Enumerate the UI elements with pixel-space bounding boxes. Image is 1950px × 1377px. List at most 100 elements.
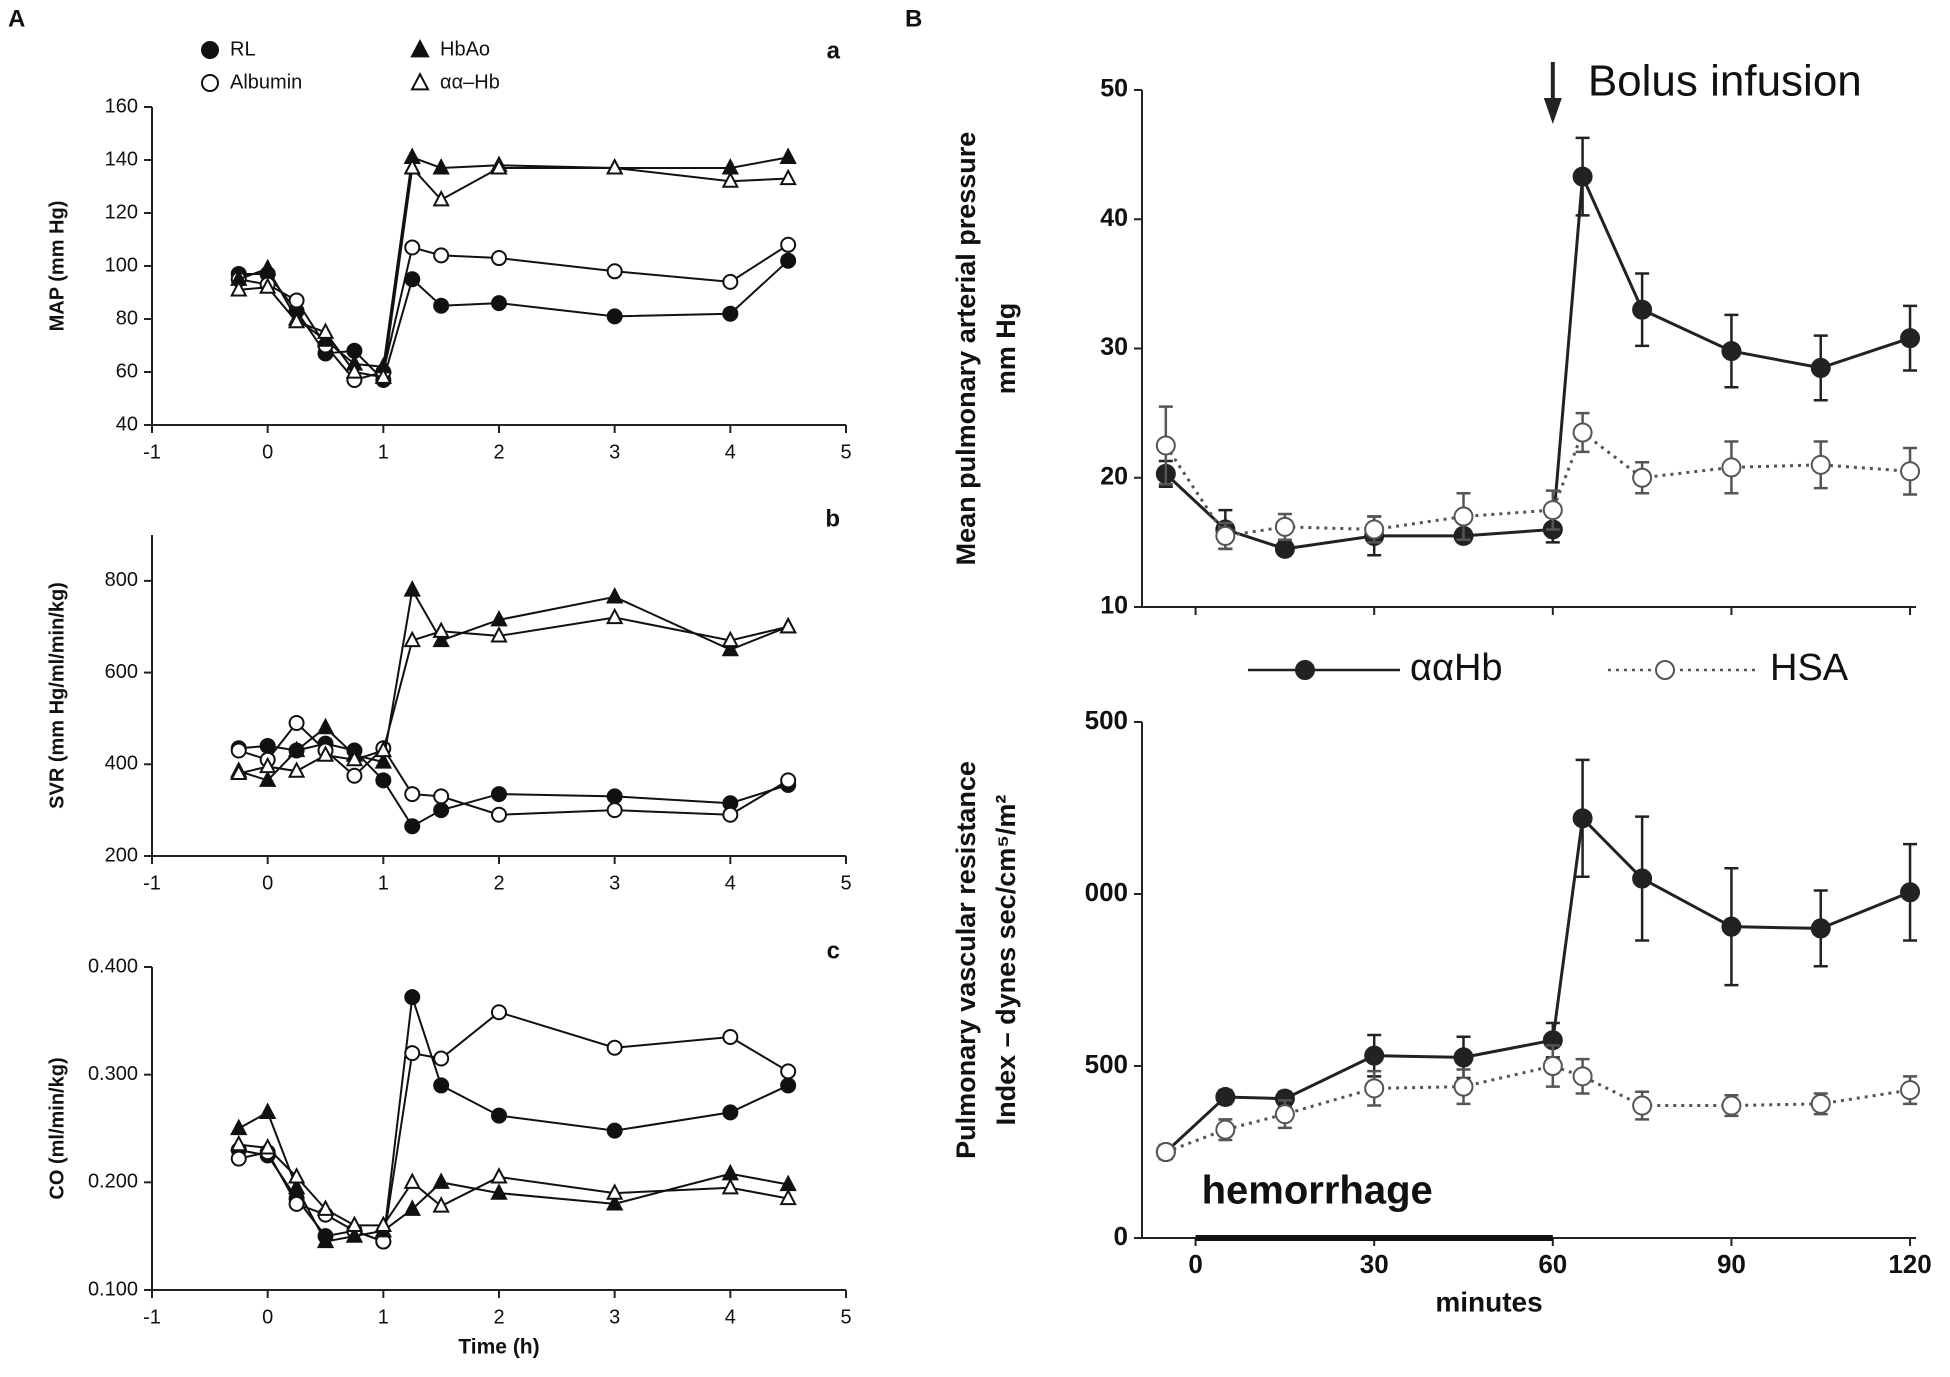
x-tick-label: 0 — [262, 872, 273, 894]
arrow-head — [1543, 98, 1562, 124]
marker — [722, 1104, 739, 1121]
marker — [433, 297, 450, 314]
marker — [259, 1138, 277, 1155]
y-tick-label: 30 — [1100, 333, 1128, 361]
x-tick-label: 1 — [378, 441, 389, 463]
marker — [1900, 328, 1921, 349]
marker — [230, 1150, 247, 1167]
y-tick-label: 80 — [116, 307, 138, 329]
y-axis-label: Pulmonary vascular resistance — [951, 761, 981, 1159]
series-line — [238, 165, 789, 379]
x-tick-label: 0 — [1188, 1249, 1202, 1279]
annotation: Bolus infusion — [1588, 57, 1862, 106]
marker — [404, 818, 421, 835]
marker — [403, 1172, 421, 1189]
marker — [606, 1039, 623, 1056]
y-tick-label: 0.200 — [88, 1171, 138, 1193]
marker — [1155, 435, 1176, 456]
y-tick-label: 20 — [1100, 462, 1128, 490]
annotation: hemorrhage — [1202, 1169, 1433, 1213]
marker — [721, 1177, 739, 1195]
marker — [1572, 808, 1593, 829]
chart-letter: b — [825, 505, 840, 532]
marker — [491, 1004, 507, 1021]
marker — [433, 247, 450, 264]
marker — [316, 1231, 335, 1249]
marker — [432, 158, 450, 175]
chart-letter: a — [827, 37, 841, 64]
marker — [606, 587, 624, 604]
marker — [491, 250, 507, 267]
marker — [433, 1050, 450, 1067]
y-tick-label: 0 — [1114, 1221, 1128, 1251]
marker — [316, 745, 335, 762]
x-tick-label: 4 — [725, 441, 736, 463]
marker — [1810, 357, 1831, 378]
series-line — [238, 259, 789, 382]
marker — [1453, 1076, 1474, 1097]
marker — [1274, 538, 1295, 559]
marker — [230, 742, 247, 759]
series-line — [238, 1143, 789, 1227]
marker — [432, 189, 450, 207]
marker — [606, 1194, 624, 1211]
marker — [287, 1167, 306, 1184]
marker — [404, 786, 421, 803]
marker — [1721, 341, 1742, 362]
y-tick-label: 400 — [105, 753, 138, 775]
legend-label: RL — [230, 38, 256, 60]
marker — [259, 1102, 277, 1119]
marker — [606, 158, 624, 175]
x-tick-label: -1 — [143, 1306, 161, 1328]
x-tick-label: 5 — [840, 441, 851, 463]
series-line — [238, 155, 789, 368]
marker — [780, 772, 797, 789]
y-axis-label: Mean pulmonary arterial pressure — [951, 132, 981, 566]
y-tick-label: 100 — [105, 254, 138, 276]
marker — [606, 308, 623, 325]
x-axis-label: minutes — [1435, 1286, 1542, 1317]
marker — [721, 171, 739, 188]
x-tick-label: 2 — [493, 1306, 504, 1328]
legend-label: ααHb — [1410, 647, 1503, 689]
marker — [779, 1188, 797, 1206]
panel-label: B — [905, 5, 922, 32]
marker — [721, 630, 739, 648]
y-tick-label: 800 — [105, 569, 138, 591]
marker — [1900, 1080, 1921, 1101]
marker — [779, 616, 797, 634]
marker — [1810, 1093, 1831, 1114]
x-tick-label: 1 — [378, 1306, 389, 1328]
marker — [721, 1163, 739, 1181]
marker — [1721, 916, 1742, 937]
marker — [1453, 1047, 1474, 1068]
x-tick-label: 2 — [493, 441, 504, 463]
marker — [410, 39, 430, 58]
series-line — [1165, 1064, 1911, 1154]
marker — [1155, 1142, 1176, 1162]
marker — [1632, 299, 1653, 320]
marker — [404, 239, 421, 256]
y-tick-label: 0.400 — [88, 955, 138, 977]
y-axis-label: MAP (mm Hg) — [46, 201, 68, 332]
y-axis-label: CO (ml/min/kg) — [46, 1057, 68, 1199]
marker — [1900, 882, 1921, 903]
y-tick-label: 000 — [1085, 877, 1128, 907]
legend-label: HSA — [1770, 647, 1849, 689]
marker — [721, 639, 739, 657]
marker — [259, 737, 276, 754]
marker — [1215, 1086, 1236, 1107]
marker — [404, 989, 421, 1006]
marker — [722, 806, 739, 823]
marker — [316, 1199, 335, 1216]
marker — [1542, 500, 1563, 521]
y-tick-label: 500 — [1085, 1049, 1128, 1079]
marker — [606, 802, 623, 819]
marker — [404, 1045, 421, 1062]
marker — [606, 1183, 624, 1200]
marker — [491, 806, 507, 823]
x-tick-label: 5 — [840, 872, 851, 894]
marker — [779, 168, 797, 186]
y-tick-label: 40 — [116, 413, 138, 435]
